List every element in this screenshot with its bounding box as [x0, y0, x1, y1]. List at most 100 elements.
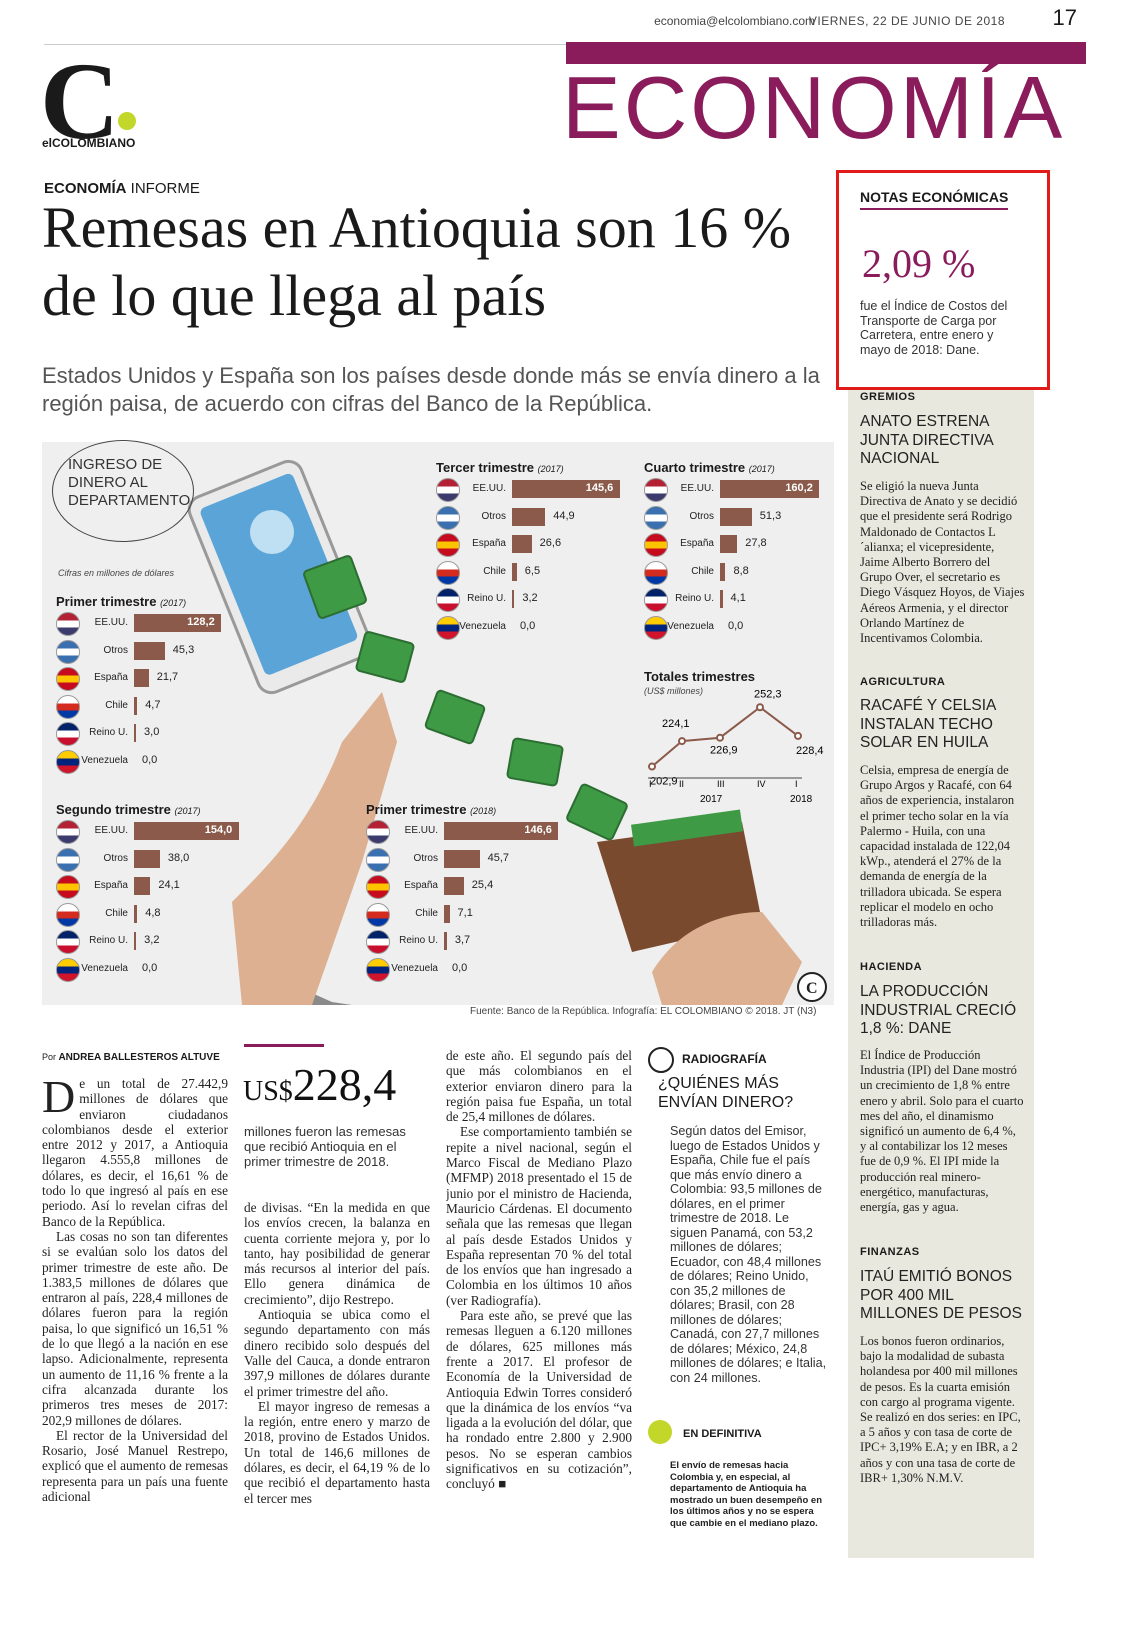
chart-title-year: (2017) [748, 464, 775, 474]
bar-category-label: EE.UU. [94, 617, 128, 628]
sidebar-body-finanzas: Los bonos fueron ordinarios, bajo la mod… [860, 1334, 1021, 1485]
sidebar-cat-finanzas: FINANZAS [860, 1246, 920, 1258]
bar-value-label: 21,7 [156, 671, 179, 683]
bar-category-label: Chile [105, 907, 128, 919]
bar-category-label: Chile [691, 565, 714, 577]
bar-mark [512, 535, 532, 553]
logo-icon: C [40, 40, 120, 162]
chart-title: Primer trimestre (2017) [56, 594, 186, 609]
sidebar-body-agricultura: Celsia, empresa de energía de Grupo Argo… [860, 763, 1015, 930]
infographic-title-circle [52, 440, 194, 542]
column-1-text: e un total de 27.442,9 millones de dólar… [42, 1076, 228, 1504]
article-column-2: de divisas. “En la medida en que los env… [244, 1200, 430, 1546]
bar-value-label: 160,2 [785, 482, 813, 494]
bar-category-label: Chile [105, 699, 128, 711]
bar-category-label: España [472, 538, 506, 549]
column-2-text: de divisas. “En la medida en que los env… [244, 1200, 430, 1506]
totals-tick-label: II [679, 779, 684, 789]
bar-category-label: Reino U. [399, 935, 438, 946]
pullquote-text: millones fueron las remesas que recibió … [244, 1124, 406, 1169]
byline: Por ANDREA BALLESTEROS ALTUVE [42, 1052, 220, 1063]
totals-subtitle: (US$ millones) [644, 686, 704, 696]
bar-mark [134, 822, 239, 840]
globe-icon [250, 510, 294, 554]
flag-icon [56, 667, 80, 691]
bar-mark [134, 932, 137, 950]
notas-value: 2,09 % [862, 241, 976, 286]
sidebar-cat-gremios: GREMIOS [860, 391, 916, 403]
bar-value-label: 4,8 [145, 906, 161, 919]
article-deck: Estados Unidos y España son los países d… [42, 363, 820, 416]
totals-tick-label: III [717, 779, 725, 789]
flag-icon [56, 820, 80, 844]
flag-icon [56, 902, 80, 927]
bar-mark [134, 877, 151, 895]
totals-value-label: 228,4 [796, 745, 824, 757]
infographic: C [42, 442, 834, 1005]
notas-heading: NOTAS ECONÓMICAS [860, 189, 1009, 210]
bar-category-label: Otros [413, 852, 438, 864]
bar-mark [134, 904, 138, 923]
wallet-money [631, 809, 743, 847]
article-kicker: ECONOMÍA INFORME [44, 180, 200, 197]
pullquote-rule [244, 1044, 324, 1047]
flag-icon [56, 639, 80, 664]
totals-year-label: 2017 [700, 794, 723, 805]
masthead-email[interactable]: economia@elcolombiano.com [654, 14, 815, 28]
paragraph: de divisas. “En la medida en que los env… [244, 1200, 430, 1307]
bar-mark [444, 822, 559, 840]
paragraph: de este año. El segundo país del que más… [446, 1048, 632, 1125]
masthead-rule [44, 10, 1084, 45]
sidebar-body-gremios: Se eligió la nueva Junta Directiva de An… [860, 479, 1025, 646]
money-trail [303, 555, 628, 841]
bar-category-label: EE.UU. [94, 825, 128, 836]
flag-icon [56, 749, 80, 774]
paragraph: Las cosas no son tan diferentes si se ev… [42, 1228, 228, 1428]
totals-title: Totales trimestres [644, 669, 756, 684]
bar-mark [444, 877, 464, 895]
bar-value-label: 146,6 [524, 824, 552, 836]
phone-screen [200, 473, 358, 675]
bar-mark [512, 480, 620, 498]
bar-category-label: Chile [415, 907, 438, 919]
bar-category-label: Reino U. [89, 727, 128, 738]
bar-value-label: 25,4 [471, 879, 494, 891]
totals-line [651, 705, 799, 768]
bar-category-label: España [404, 880, 438, 891]
bar-mark [720, 590, 723, 608]
totals-value-label: 202,9 [650, 776, 678, 788]
bar-value-label: 6,5 [524, 564, 541, 577]
bar-category-label: España [94, 880, 128, 891]
bar-category-label: EE.UU. [472, 483, 506, 494]
chart-title: Primer trimestre (2018) [366, 802, 496, 817]
bar-mark [134, 724, 137, 742]
en-definitiva-body: El envío de remesas hacia Colombia y, en… [670, 1460, 823, 1529]
brand-c-icon [797, 972, 827, 1002]
bar-mark [720, 535, 738, 553]
flag-icon [56, 722, 80, 746]
bar-mark [134, 614, 222, 632]
masthead-date: VIERNES, 22 DE JUNIO DE 2018 [808, 14, 1005, 28]
paragraph: Ese comportamiento también se repite a n… [446, 1124, 632, 1308]
chart-title-year: (2017) [537, 464, 564, 474]
pullquote-number: US$228,4 [243, 1058, 396, 1111]
bar-category-label: Otros [689, 510, 714, 522]
bar-mark [720, 480, 820, 498]
chart-title-text: Cuarto trimestre [644, 460, 749, 475]
bar-mark [134, 669, 149, 687]
radiografia-body: Según datos del Emisor, luego de Estados… [670, 1124, 827, 1385]
bar-category-label: Reino U. [89, 935, 128, 946]
kicker-section: ECONOMÍA [44, 180, 127, 197]
flag-icon [436, 588, 460, 612]
dropcap: D [42, 1076, 76, 1122]
checklist-icon [648, 1420, 672, 1444]
bar-mark [512, 562, 517, 581]
flag-icon [644, 588, 668, 612]
bar-category-label: Otros [103, 852, 128, 864]
totals-point [794, 731, 802, 740]
bar-value-label: 3,7 [454, 934, 471, 946]
section-bar [566, 42, 1086, 64]
paragraph: e un total de 27.442,9 millones de dólar… [42, 1076, 228, 1229]
column-3-text: de este año. El segundo país del que más… [446, 1048, 632, 1492]
bar-value-label: 45,3 [172, 643, 195, 656]
